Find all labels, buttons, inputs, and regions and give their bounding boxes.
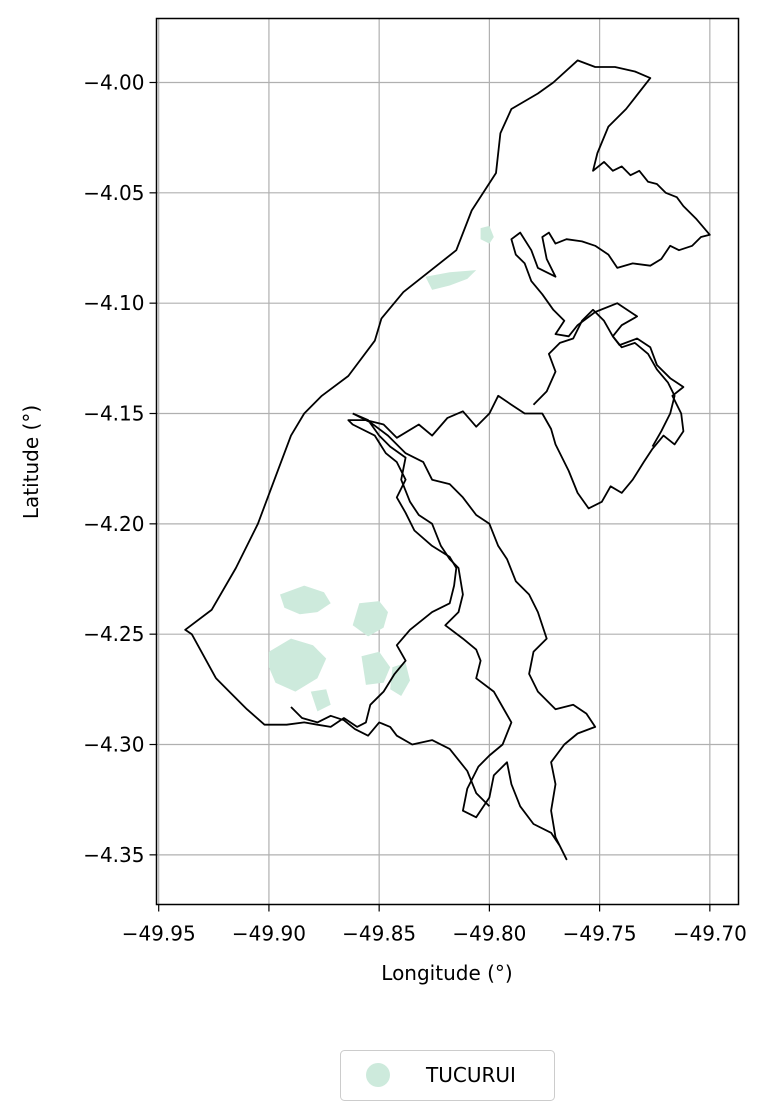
tucurui-polygon [480, 225, 494, 244]
tucurui-polygon [310, 689, 331, 712]
x-tick-label: −49.70 [673, 922, 747, 946]
legend-marker [366, 1063, 390, 1087]
x-tick-label: −49.85 [342, 922, 416, 946]
x-tick-label: −49.90 [232, 922, 306, 946]
tucurui-polygon [352, 601, 388, 637]
y-tick-label: −4.15 [83, 402, 144, 426]
x-tick-label: −49.75 [563, 922, 637, 946]
y-axis-title: Latitude (°) [19, 405, 43, 519]
y-tick-label: −4.20 [83, 512, 144, 536]
y-tick-label: −4.30 [83, 733, 144, 757]
y-tick-label: −4.10 [83, 291, 144, 315]
tucurui-polygon [361, 651, 391, 685]
x-tick-label: −49.80 [452, 922, 526, 946]
legend-box [340, 1050, 555, 1101]
tucurui-polygon [268, 638, 327, 692]
legend-label: TUCURUI [425, 1063, 516, 1087]
y-tick-label: −4.35 [83, 843, 144, 867]
map-layers [184, 59, 711, 861]
x-axis: −49.95 −49.90 −49.85 −49.80 −49.75 −49.70 [122, 904, 747, 946]
boundary-line [184, 59, 711, 728]
x-axis-title: Longitude (°) [381, 961, 512, 985]
river-shoreline-line [290, 706, 491, 807]
legend: TUCURUI [340, 1050, 555, 1101]
tucurui-polygon [280, 585, 331, 615]
tucurui-polygon [390, 662, 410, 696]
y-axis: −4.00 −4.05 −4.10 −4.15 −4.20 −4.25 −4.30 −4.35 [83, 70, 157, 867]
tucurui-polygon [425, 270, 477, 290]
TUCURUI-layer [268, 225, 494, 712]
x-tick-label: −49.95 [122, 922, 196, 946]
axes-frame [155, 17, 740, 906]
y-tick-label: −4.25 [83, 622, 144, 646]
grid [156, 18, 739, 905]
river-shoreline-layer [290, 308, 676, 861]
boundary-layer [184, 59, 711, 728]
y-tick-label: −4.05 [83, 181, 144, 205]
river-shoreline-line [532, 308, 676, 448]
y-tick-label: −4.00 [83, 70, 144, 94]
river-shoreline-line [352, 412, 597, 861]
